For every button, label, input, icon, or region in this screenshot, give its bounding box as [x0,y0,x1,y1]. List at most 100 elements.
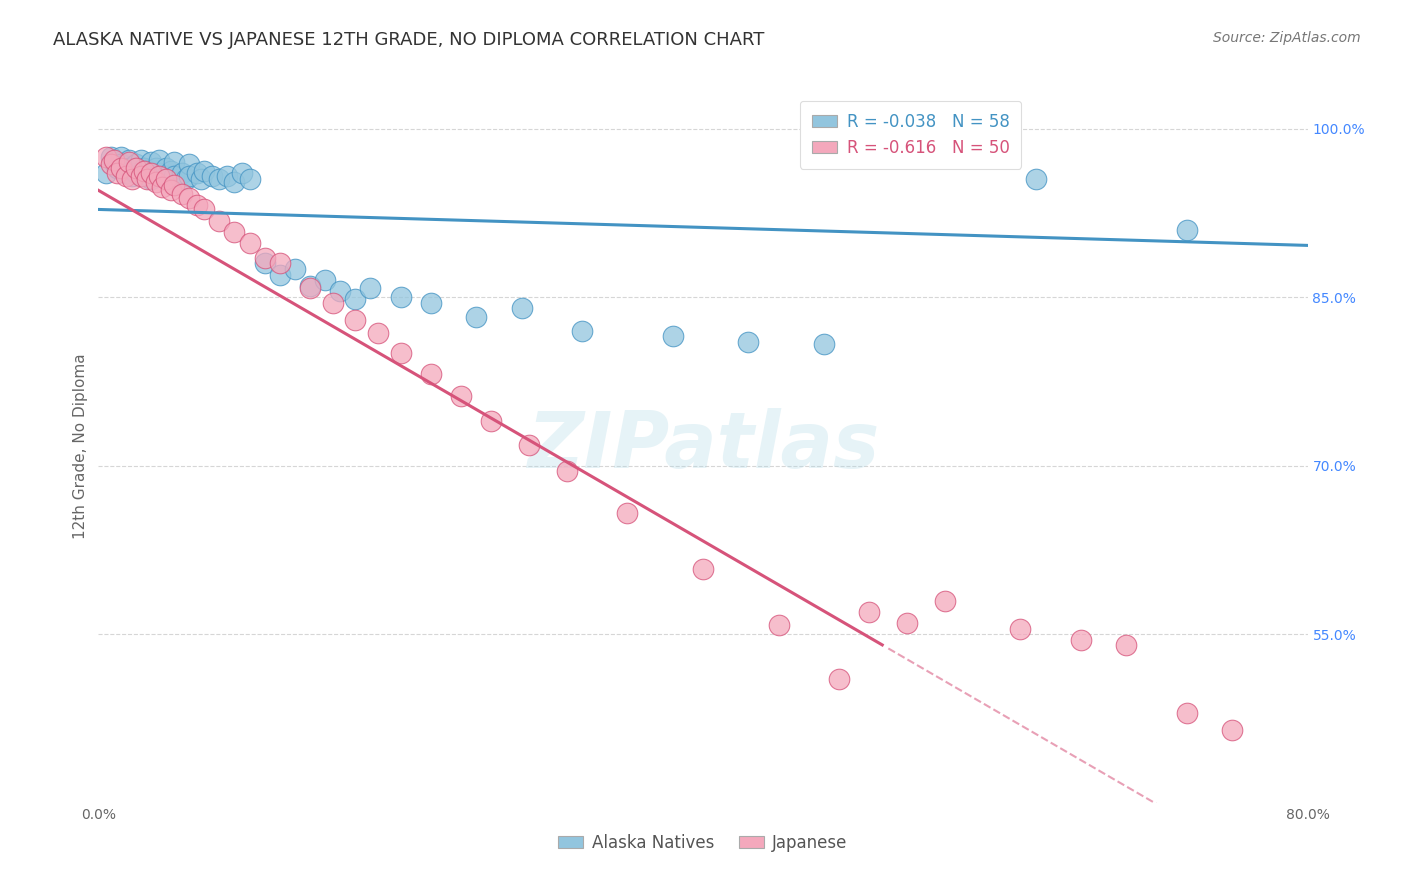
Point [114,169,136,183]
Text: Source: ZipAtlas.com: Source: ZipAtlas.com [1213,31,1361,45]
Point [125,166,148,180]
Point [141,166,163,180]
Point [481,414,503,428]
Point [344,293,367,307]
Point [299,278,322,293]
Point [224,225,246,239]
Point [420,367,443,381]
Point [193,164,215,178]
Point [1024,172,1046,186]
Point [163,169,186,183]
Point [517,438,540,452]
Point [94,166,117,180]
Point [174,172,197,186]
Point [329,285,352,299]
Point [179,191,201,205]
Point [193,202,215,217]
Point [160,183,183,197]
Point [555,464,578,478]
Point [299,281,322,295]
Point [186,198,208,212]
Point [215,169,238,183]
Point [510,301,533,316]
Point [813,337,835,351]
Point [148,153,170,167]
Point [118,153,141,167]
Point [737,334,759,349]
Point [253,251,276,265]
Point [179,157,201,171]
Point [231,166,253,180]
Point [150,169,173,183]
Point [132,164,155,178]
Point [148,169,170,183]
Point [125,161,148,175]
Point [322,295,344,310]
Point [934,593,956,607]
Point [186,166,208,180]
Point [141,172,163,186]
Text: ALASKA NATIVE VS JAPANESE 12TH GRADE, NO DIPLOMA CORRELATION CHART: ALASKA NATIVE VS JAPANESE 12TH GRADE, NO… [53,31,765,49]
Point [269,256,291,270]
Point [170,166,193,180]
Point [179,169,201,183]
Point [1115,639,1137,653]
Legend: Alaska Natives, Japanese: Alaska Natives, Japanese [551,828,855,859]
Point [155,172,177,186]
Point [450,389,472,403]
Point [141,155,163,169]
Point [105,161,128,175]
Point [344,312,367,326]
Point [110,157,132,171]
Point [100,157,122,171]
Point [269,268,291,282]
Point [616,506,638,520]
Point [208,172,231,186]
Point [1070,632,1092,647]
Point [110,150,132,164]
Point [103,155,125,169]
Point [1175,706,1198,720]
Point [389,346,412,360]
Point [1010,622,1032,636]
Point [118,155,141,169]
Point [201,169,224,183]
Point [389,290,412,304]
Point [896,615,918,630]
Point [465,310,488,325]
Point [253,256,276,270]
Point [692,562,714,576]
Point [135,172,157,186]
Point [121,169,143,183]
Point [1220,723,1243,737]
Point [132,161,155,175]
Point [145,161,167,175]
Point [858,605,880,619]
Point [145,176,167,190]
Point [148,166,170,180]
Point [135,163,157,178]
Point [420,295,443,310]
Point [239,236,262,251]
Point [114,166,136,180]
Point [314,273,336,287]
Point [94,150,117,164]
Y-axis label: 12th Grade, No Diploma: 12th Grade, No Diploma [73,353,89,539]
Point [828,672,851,686]
Point [163,178,186,192]
Point [125,157,148,171]
Point [110,161,132,175]
Point [163,155,186,169]
Point [768,618,790,632]
Point [129,153,152,167]
Point [118,161,141,175]
Point [284,262,307,277]
Point [150,180,173,194]
Point [367,326,389,340]
Point [1175,222,1198,236]
Point [121,172,143,186]
Point [155,169,177,183]
Point [661,329,683,343]
Point [103,153,125,167]
Point [224,176,246,190]
